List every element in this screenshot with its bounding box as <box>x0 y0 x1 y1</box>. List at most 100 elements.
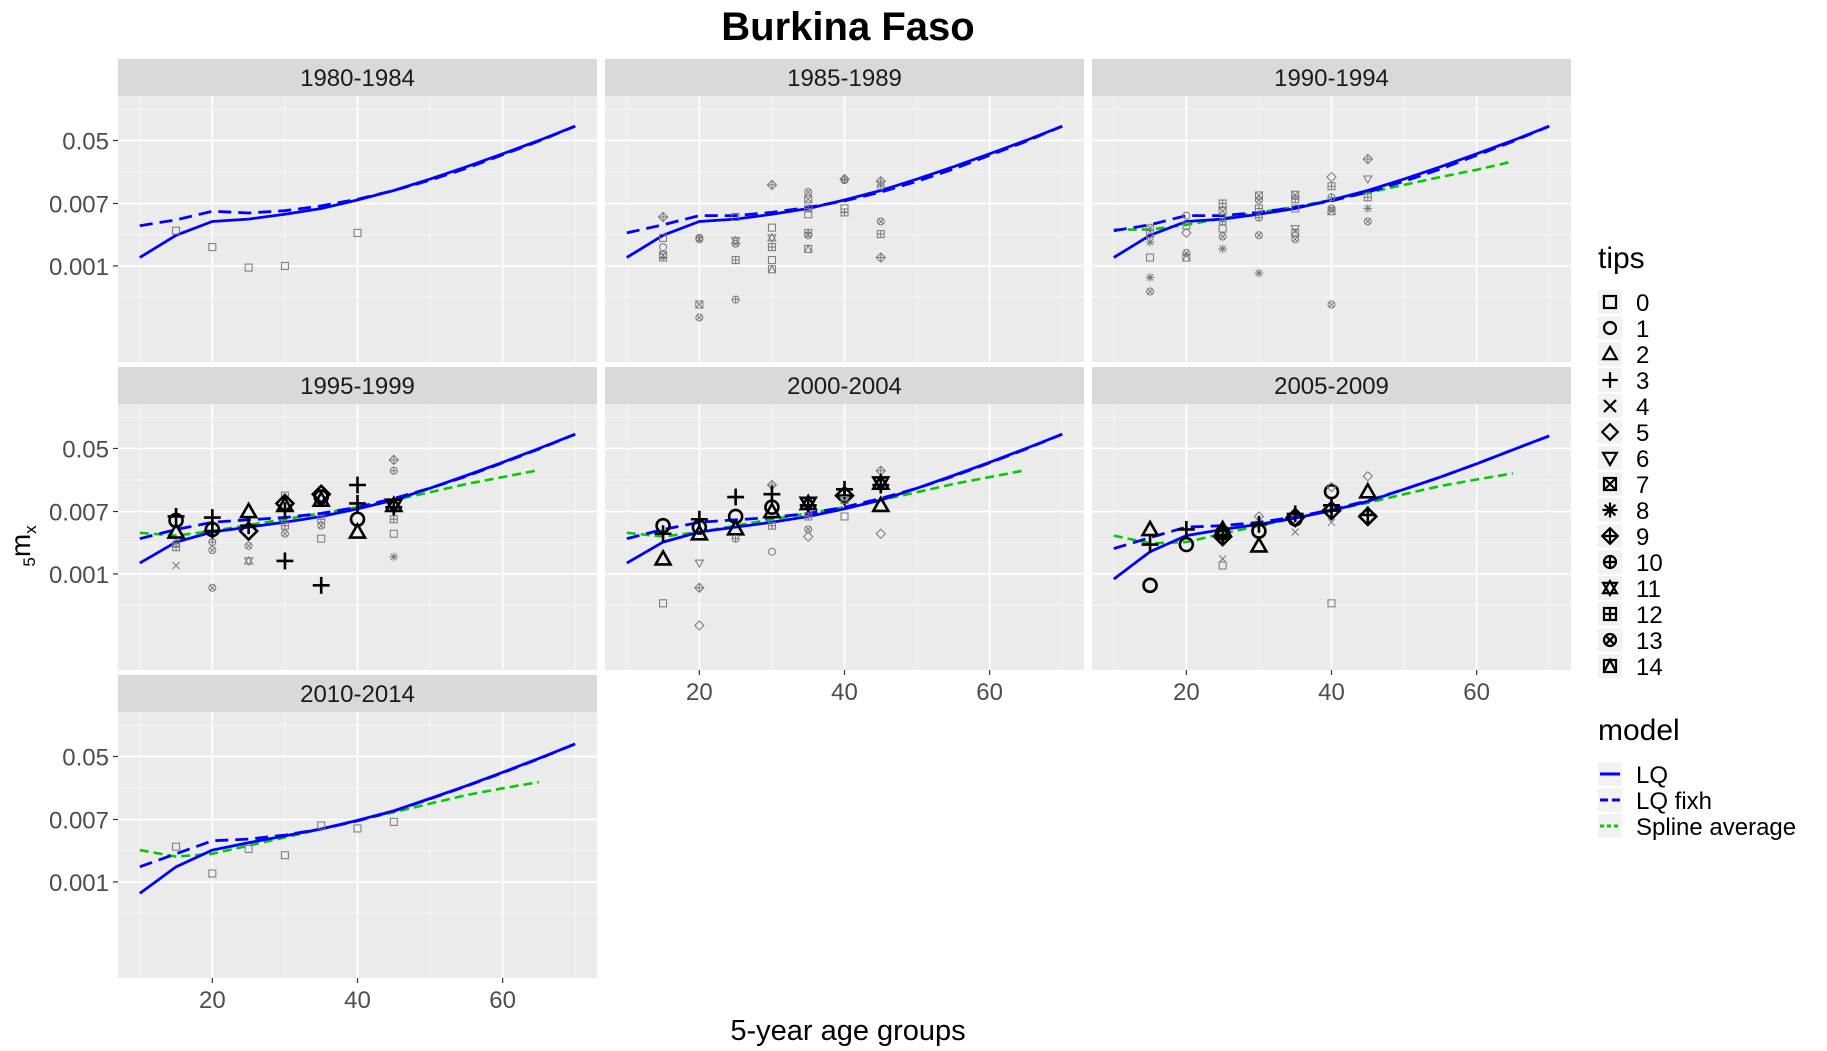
data-point-tip-5 <box>1326 171 1337 183</box>
data-point-tip-7 <box>1218 207 1227 216</box>
x-tick-label: 60 <box>976 679 1003 706</box>
data-point-tip-3 <box>385 498 403 516</box>
data-point-tip-13 <box>695 313 704 322</box>
facet-panel: 2005-2009 <box>1092 367 1571 670</box>
data-point-tip-10 <box>876 182 885 191</box>
legend-key-bg <box>1598 290 1622 314</box>
data-point-tip-0 <box>1327 599 1336 608</box>
data-point-tip-10 <box>731 295 740 304</box>
data-point-tip-2 <box>347 521 368 539</box>
data-point-tip-12 <box>731 256 740 265</box>
data-point-tip-10 <box>208 538 217 547</box>
data-point-tip-2 <box>653 548 673 566</box>
legend-model-entry: LQ fixh <box>1598 788 1712 815</box>
data-point-tip-2 <box>871 495 891 513</box>
data-point-tip-8 <box>1145 272 1155 282</box>
legend-tip-label: 3 <box>1636 368 1649 395</box>
data-point-tip-13 <box>244 541 253 550</box>
legend-tip-symbol-2 <box>1601 344 1619 361</box>
data-point-tip-13 <box>731 239 740 248</box>
legend-tip-symbol-1 <box>1602 320 1618 336</box>
line-lq <box>626 124 1063 259</box>
legend-tip-label: 10 <box>1636 550 1663 577</box>
data-point-tip-8 <box>1218 244 1228 254</box>
data-point-tip-7 <box>695 300 704 309</box>
model-lines <box>626 124 1063 259</box>
facet-strip <box>605 367 1084 404</box>
data-point-tip-5 <box>694 620 705 631</box>
legend-key-bg <box>1598 316 1622 340</box>
data-point-tip-13 <box>1254 231 1263 240</box>
data-point-tip-1 <box>767 547 776 556</box>
data-point-tip-0 <box>172 842 181 851</box>
data-point-tip-3 <box>349 476 366 494</box>
legend-tip-label: 14 <box>1636 654 1663 681</box>
y-tick-label: 0.001 <box>49 254 109 281</box>
data-point-tip-8 <box>1254 268 1264 278</box>
data-point-tip-5 <box>1357 506 1379 527</box>
data-point-tip-0 <box>731 212 740 221</box>
legend-model-label: LQ fixh <box>1636 788 1712 815</box>
data-point-tip-12 <box>1291 195 1300 204</box>
data-point-tip-0 <box>208 869 217 878</box>
y-tick-label: 0.05 <box>62 128 109 155</box>
gridlines <box>118 96 597 362</box>
data-point-tip-3 <box>1141 536 1159 553</box>
data-point-tip-4 <box>172 561 180 570</box>
data-point-tip-0 <box>1291 204 1300 213</box>
data-point-tip-0 <box>208 243 217 252</box>
y-tick-label: 0.007 <box>49 500 109 527</box>
facet-strip <box>605 59 1084 96</box>
legend-tip-symbol-4 <box>1603 399 1617 413</box>
facet-strip-label: 1995-1999 <box>300 373 415 400</box>
legend-tip-label: 12 <box>1636 602 1663 629</box>
data-point-tip-9 <box>766 179 778 191</box>
x-tick-label: 40 <box>1318 679 1345 706</box>
facet-strip-label: 1985-1989 <box>787 65 902 92</box>
legend-tip-entry: 5 <box>1598 420 1649 447</box>
legend-model-title: model <box>1598 714 1680 747</box>
data-point-tip-13 <box>208 546 217 555</box>
data-point-tip-13 <box>1363 217 1372 226</box>
data-point-tip-12 <box>1254 204 1263 213</box>
data-point-tip-1 <box>691 519 708 535</box>
data-point-tip-11 <box>243 555 254 566</box>
facet-panel: 1980-1984 <box>118 59 597 362</box>
tips-points <box>172 817 398 878</box>
facet-strip <box>1092 367 1571 404</box>
facet-strip-label: 2000-2004 <box>787 373 902 400</box>
legend-tip-entry: 10 <box>1598 550 1663 577</box>
data-point-tip-12 <box>317 515 326 524</box>
data-point-tip-3 <box>276 552 294 570</box>
facet-strip <box>118 59 597 96</box>
data-point-tip-0 <box>1218 224 1227 233</box>
data-point-tip-10 <box>731 534 740 543</box>
data-point-tip-7 <box>1327 207 1336 216</box>
legend-tip-entry: 2 <box>1598 342 1649 369</box>
y-axis-title-prefix: 5 <box>20 557 39 566</box>
data-point-tip-2 <box>1140 519 1160 537</box>
facet-strip <box>1092 59 1571 96</box>
data-point-tip-11 <box>767 232 777 243</box>
legend-tip-label: 13 <box>1636 628 1663 655</box>
facet-panel: 1985-1989 <box>605 59 1084 362</box>
gridlines <box>1092 96 1571 362</box>
data-point-tip-13 <box>1254 196 1263 205</box>
data-point-tip-10 <box>1327 193 1336 202</box>
tips-points <box>1145 153 1374 309</box>
data-point-tip-14 <box>804 244 813 253</box>
data-point-tip-3 <box>872 476 890 494</box>
data-point-tip-8 <box>1363 204 1373 213</box>
legend-tip-entry: 7 <box>1598 472 1649 499</box>
gridlines <box>605 96 1084 362</box>
data-point-tip-12 <box>767 243 776 252</box>
legend-tips-title: tips <box>1598 242 1645 275</box>
data-point-tip-5 <box>1362 471 1374 482</box>
legend-tip-label: 5 <box>1636 420 1649 447</box>
data-point-tip-2 <box>1358 481 1378 499</box>
tips-points <box>657 173 887 322</box>
data-point-tip-0 <box>353 228 362 237</box>
legend-tip-entry: 0 <box>1598 290 1649 317</box>
